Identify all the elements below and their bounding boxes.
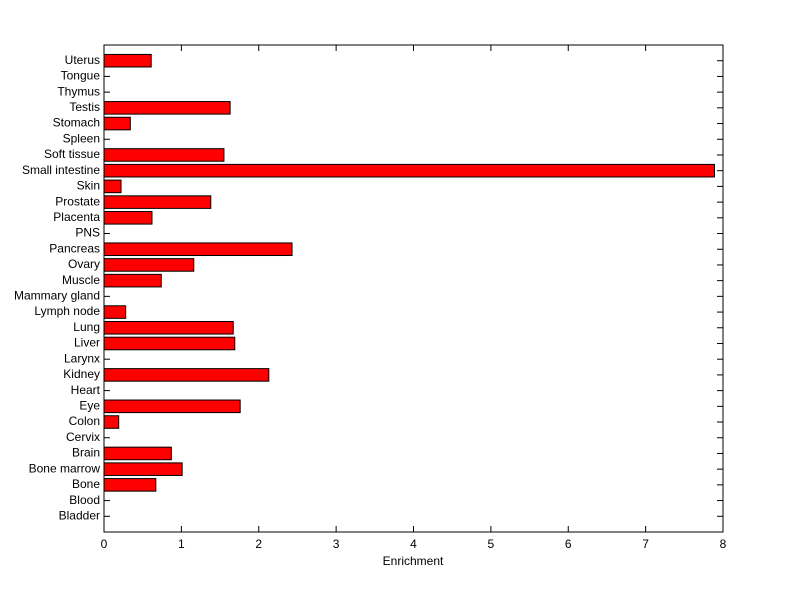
bar xyxy=(103,478,157,492)
bar xyxy=(103,273,162,288)
x-tick-label: 4 xyxy=(410,537,417,551)
plot-frame xyxy=(103,44,724,533)
y-tick-label: Lymph node xyxy=(34,304,100,318)
bar xyxy=(103,163,715,178)
bar xyxy=(103,305,127,319)
x-tick-label: 8 xyxy=(720,537,727,551)
y-tick-label: Blood xyxy=(69,493,100,507)
y-tick-label: Spleen xyxy=(63,131,100,145)
y-tick-label: Larynx xyxy=(64,351,100,365)
x-tick-label: 1 xyxy=(178,537,185,551)
y-tick-label: PNS xyxy=(75,226,100,240)
y-tick-label: Skin xyxy=(77,179,100,193)
y-tick-label: Thymus xyxy=(57,84,100,98)
x-tick-label: 3 xyxy=(333,537,340,551)
y-tick-label: Kidney xyxy=(63,367,100,381)
bar xyxy=(103,368,270,382)
bar xyxy=(103,116,131,131)
bar xyxy=(103,258,195,272)
y-tick-label: Lung xyxy=(73,320,100,334)
x-tick-label: 6 xyxy=(565,537,572,551)
bar xyxy=(103,320,234,335)
y-tick-label: Placenta xyxy=(53,210,100,224)
y-tick-label: Tongue xyxy=(61,69,101,83)
bar xyxy=(103,211,153,225)
bar xyxy=(103,53,152,68)
x-tick-label: 5 xyxy=(488,537,495,551)
y-tick-label: Mammary gland xyxy=(14,289,100,303)
bar xyxy=(103,195,212,209)
bar xyxy=(103,399,241,414)
y-tick-label: Muscle xyxy=(62,273,100,287)
bar xyxy=(103,336,236,351)
bar xyxy=(103,462,183,476)
y-tick-label: Heart xyxy=(71,383,101,397)
bar xyxy=(103,415,120,429)
x-tick-label: 2 xyxy=(255,537,262,551)
y-tick-label: Prostate xyxy=(55,194,100,208)
bar xyxy=(103,242,293,257)
bar xyxy=(103,148,225,162)
y-tick-label: Bone marrow xyxy=(29,461,101,475)
bar xyxy=(103,446,172,461)
y-tick-label: Testis xyxy=(69,100,100,114)
y-tick-label: Pancreas xyxy=(49,241,100,255)
y-tick-label: Bone xyxy=(72,477,100,491)
y-tick-label: Eye xyxy=(79,398,100,412)
bar xyxy=(103,179,122,194)
x-tick-label: 0 xyxy=(101,537,108,551)
x-tick-label: 7 xyxy=(642,537,649,551)
x-axis-label: Enrichment xyxy=(383,554,444,568)
y-tick-label: Uterus xyxy=(65,53,100,67)
y-tick-label: Small intestine xyxy=(22,163,100,177)
y-tick-label: Stomach xyxy=(53,116,100,130)
y-tick-label: Bladder xyxy=(59,508,100,522)
y-tick-label: Soft tissue xyxy=(44,147,100,161)
y-tick-label: Cervix xyxy=(66,430,100,444)
y-tick-label: Colon xyxy=(69,414,100,428)
y-tick-label: Liver xyxy=(74,336,100,350)
bar xyxy=(103,101,231,115)
y-tick-label: Ovary xyxy=(68,257,100,271)
y-tick-label: Brain xyxy=(72,446,100,460)
